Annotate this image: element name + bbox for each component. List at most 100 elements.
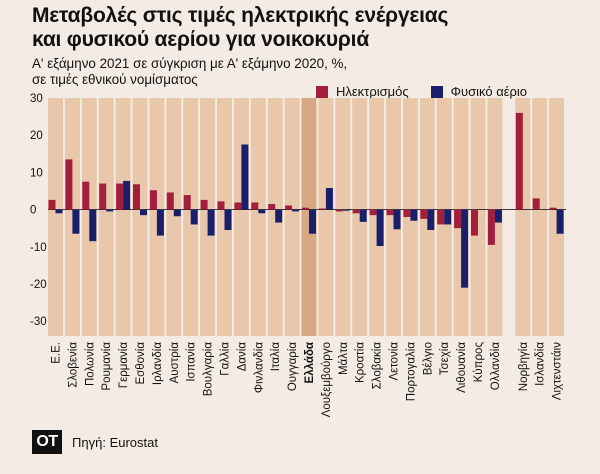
category-label: Ολλανδία <box>490 342 502 391</box>
electricity-bar <box>352 209 360 214</box>
gas-bar <box>461 209 469 288</box>
gas-bar <box>427 209 435 231</box>
electricity-bar <box>369 209 377 216</box>
electricity-bar <box>234 202 242 210</box>
category-label: Αυστρία <box>169 342 181 384</box>
electricity-bar <box>251 202 259 210</box>
electricity-bar <box>437 209 445 225</box>
column-band <box>250 98 266 336</box>
column-band <box>284 98 300 336</box>
category-label: Βουλγαρία <box>203 342 215 397</box>
electricity-bar <box>532 198 540 210</box>
source-note: Πηγή: Eurostat <box>72 435 158 450</box>
gas-bar <box>444 209 452 225</box>
electricity-bar <box>515 112 523 210</box>
title-line-2: και φυσικού αερίου για νοικοκυριά <box>32 28 370 51</box>
chart-legend: Ηλεκτρισμός Φυσικό αέριο <box>316 84 549 99</box>
gas-bar <box>55 209 63 214</box>
category-label: Ιταλία <box>270 342 282 372</box>
subtitle-line-2: σε τιμές εθνικού νομίσματος <box>32 72 198 87</box>
category-label: Δανία <box>236 342 248 372</box>
category-label: Μάλτα <box>338 342 350 375</box>
category-label: Ουγγαρία <box>287 342 299 391</box>
electricity-bar <box>200 199 208 210</box>
electricity-bar <box>403 209 411 217</box>
category-label: Φινλανδία <box>253 342 265 393</box>
legend-swatch-gas <box>430 85 443 98</box>
gas-bar <box>292 209 300 212</box>
column-band <box>532 98 548 336</box>
column-band <box>132 98 148 336</box>
electricity-bar <box>487 209 495 245</box>
category-label: Λετονία <box>389 342 401 381</box>
gas-bar <box>89 209 97 242</box>
subtitle-line-1: Α' εξάμηνο 2021 σε σύγκριση με Α' εξάμην… <box>32 56 348 71</box>
category-label: Ισπανία <box>186 342 198 382</box>
y-tick-label: 10 <box>30 167 43 179</box>
category-label: Κροατία <box>355 342 367 383</box>
category-label: Σλοβακία <box>372 342 384 390</box>
gas-bar <box>325 187 333 210</box>
electricity-bar <box>285 205 293 210</box>
category-label: Γερμανία <box>118 342 130 389</box>
electricity-bar <box>420 209 428 219</box>
gas-bar <box>258 209 266 214</box>
category-label: Σλοβενία <box>67 342 79 388</box>
electricity-bar <box>149 190 157 210</box>
gas-bar <box>123 180 131 210</box>
gas-bar <box>393 209 401 230</box>
electricity-bar <box>133 184 140 210</box>
y-tick-label: -10 <box>30 242 47 254</box>
electricity-bar <box>454 209 462 229</box>
electricity-bar <box>166 192 174 210</box>
category-label: Πορτογαλία <box>405 342 417 402</box>
legend-swatch-electricity <box>316 85 328 98</box>
category-label: Ελλάδα <box>304 342 316 383</box>
category-label: Λιχτενστάιν <box>552 342 564 400</box>
gas-bar <box>359 209 367 222</box>
y-tick-label: 0 <box>30 205 36 217</box>
electricity-bar <box>268 203 276 210</box>
electricity-bar <box>48 199 56 210</box>
y-tick-label: 20 <box>30 130 43 142</box>
gas-bar <box>376 209 384 247</box>
category-label: Ε.Ε. <box>51 342 63 364</box>
electricity-bar <box>116 183 124 210</box>
electricity-bar <box>335 209 343 212</box>
category-label: Ρουμανία <box>101 342 113 391</box>
category-label: Εσθονία <box>135 342 147 385</box>
category-label: Τσεχία <box>439 342 451 376</box>
category-label: Λουξεμβούργο <box>321 342 333 417</box>
electricity-bar <box>217 201 225 210</box>
electricity-bar <box>318 208 326 210</box>
electricity-bar <box>183 195 191 210</box>
y-tick-label: -30 <box>30 316 47 328</box>
chart-title: Μεταβολές στις τιμές ηλεκτρικής ενέργεια… <box>32 4 592 52</box>
category-label: Νορβηγία <box>518 342 530 392</box>
electricity-bar <box>99 183 107 210</box>
y-tick-label: 30 <box>30 93 43 105</box>
electricity-bar <box>549 207 557 210</box>
column-band <box>335 98 351 336</box>
category-label: Κύπρος <box>473 342 485 383</box>
gas-bar <box>173 209 181 217</box>
chart-subtitle: Α' εξάμηνο 2021 σε σύγκριση με Α' εξάμην… <box>32 56 452 88</box>
ot-logo: ΟΤ <box>32 430 62 454</box>
column-band <box>115 98 131 336</box>
gas-bar <box>410 209 418 221</box>
gas-bar <box>556 209 564 234</box>
gas-bar <box>342 209 350 211</box>
gas-bar <box>190 209 198 225</box>
gas-bar <box>106 209 114 212</box>
gas-bar <box>72 209 80 234</box>
legend-item-electricity: Ηλεκτρισμός <box>316 84 409 99</box>
column-band <box>318 98 334 336</box>
electricity-bar <box>302 207 309 210</box>
electricity-bar <box>471 209 478 236</box>
category-label: Ιρλανδία <box>152 342 164 385</box>
gas-bar <box>241 144 249 210</box>
category-label: Βέλγιο <box>422 342 434 375</box>
gas-bar <box>494 209 502 223</box>
gas-bar <box>309 209 316 234</box>
